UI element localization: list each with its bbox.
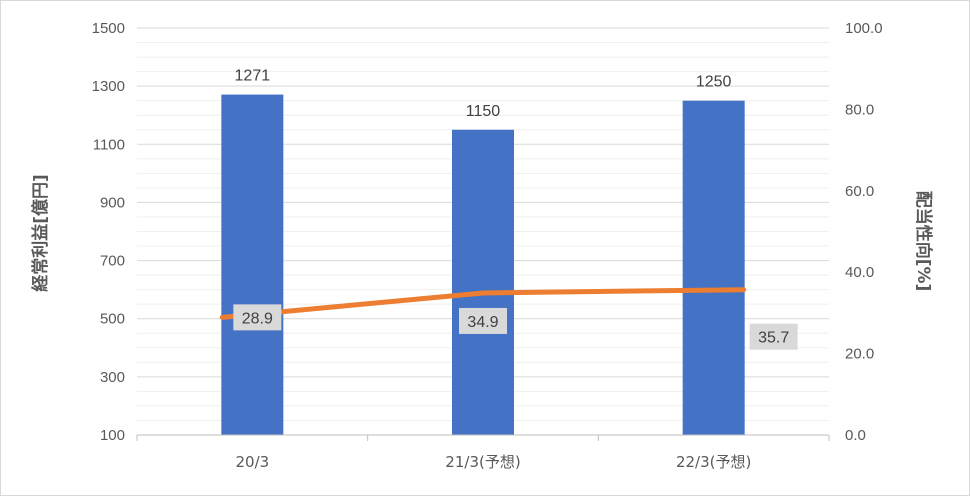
left-tick-label: 1500 [92,20,125,37]
line-label-bg [233,304,282,331]
left-tick-label: 300 [100,369,125,386]
bar [682,100,745,435]
line-value-label: 35.7 [758,330,789,347]
line-path [219,287,747,320]
right-tick-label: 60.0 [845,183,874,200]
line-label-bg [749,323,798,350]
bar [452,129,514,435]
category-label: 22/3(予想) [676,453,751,471]
right-tick-label: 40.0 [845,264,874,281]
left-tick-label: 1300 [92,78,125,95]
right-tick-label: 20.0 [845,346,874,363]
left-tick-label: 500 [100,311,125,328]
data-labels: 1271 1150 1250 28.9 34.9 35.7 [233,68,798,350]
left-tick-label: 700 [100,253,125,270]
bar-value-label: 1150 [466,103,501,120]
left-tick-label: 1100 [93,136,125,153]
right-tick-label: 80.0 [845,101,874,118]
bar-value-label: 1250 [696,74,732,91]
left-tick-label: 100 [100,427,125,444]
category-label: 21/3(予想) [445,453,520,471]
right-tick-label: 100.0 [845,20,883,37]
line-label-bg [459,307,507,334]
bar [221,94,284,435]
right-axis-title: 配当性向[%] [913,191,934,292]
line-series [219,287,747,320]
bar-series [221,94,745,435]
left-axis-title: 経常利益[億円] [30,174,51,292]
category-label: 20/3 [235,453,269,471]
left-tick-label: 900 [100,194,125,211]
bar-value-label: 1271 [235,68,271,85]
axes: 100 300 500 700 900 1100 1300 1500 0.0 20.0 40.0 60… [92,20,883,471]
line-value-label: 34.9 [467,314,498,331]
line-value-label: 28.9 [242,310,273,327]
right-tick-label: 0.0 [845,427,866,444]
